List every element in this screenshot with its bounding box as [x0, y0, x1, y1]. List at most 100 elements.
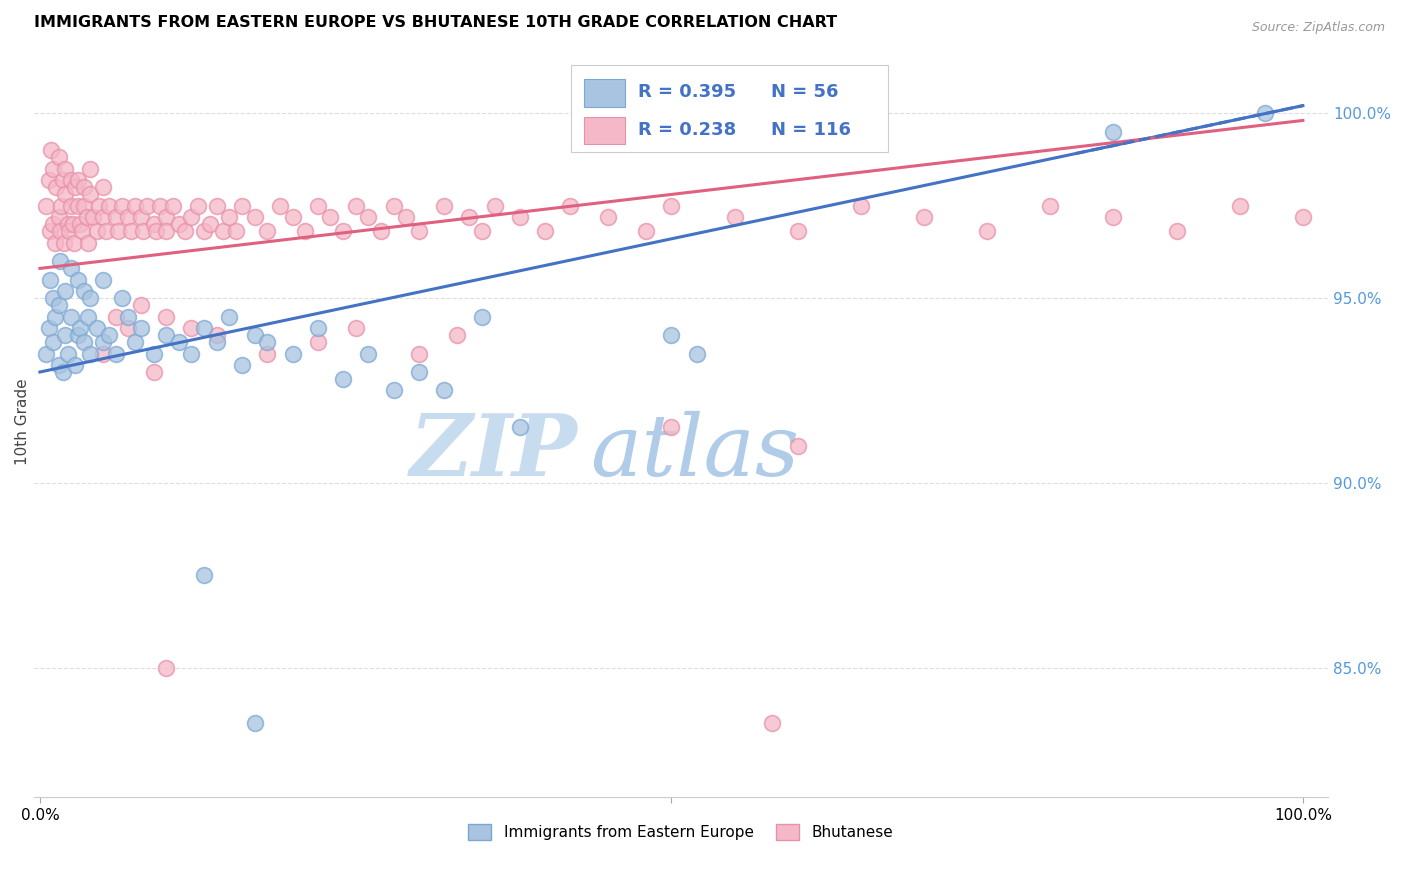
Point	[48, 210, 70, 224]
Point	[231, 198, 253, 212]
Point	[82, 210, 104, 224]
Point	[357, 210, 380, 224]
Point	[1166, 224, 1188, 238]
Point	[132, 224, 155, 238]
Point	[77, 310, 100, 324]
Point	[98, 328, 121, 343]
Point	[129, 320, 152, 334]
Point	[661, 328, 683, 343]
Point	[1102, 210, 1125, 224]
Point	[344, 320, 367, 334]
Point	[243, 716, 266, 731]
Point	[849, 198, 872, 212]
Point	[58, 224, 80, 238]
Point	[458, 210, 481, 224]
Point	[66, 172, 89, 186]
Point	[145, 224, 167, 238]
Point	[117, 210, 139, 224]
Point	[76, 210, 98, 224]
Point	[52, 365, 75, 379]
Point	[307, 198, 329, 212]
Point	[86, 224, 108, 238]
Point	[65, 358, 87, 372]
Point	[104, 346, 127, 360]
Point	[382, 198, 405, 212]
Text: N = 116: N = 116	[772, 120, 852, 139]
Point	[256, 346, 278, 360]
Point	[41, 335, 63, 350]
Point	[205, 198, 228, 212]
Point	[129, 298, 152, 312]
Point	[294, 224, 316, 238]
Point	[129, 210, 152, 224]
Legend: Immigrants from Eastern Europe, Bhutanese: Immigrants from Eastern Europe, Bhutanes…	[463, 818, 900, 847]
Point	[761, 716, 783, 731]
Point	[225, 224, 247, 238]
Point	[49, 224, 72, 238]
Point	[256, 224, 278, 238]
Point	[117, 310, 139, 324]
Point	[66, 198, 89, 212]
Point	[142, 346, 165, 360]
Point	[79, 346, 101, 360]
Point	[56, 346, 79, 360]
Point	[117, 320, 139, 334]
Point	[408, 224, 430, 238]
Point	[149, 198, 172, 212]
Point	[86, 320, 108, 334]
Point	[73, 284, 96, 298]
Point	[69, 217, 91, 231]
Point	[598, 210, 620, 224]
Point	[124, 335, 146, 350]
Point	[243, 328, 266, 343]
Point	[484, 198, 506, 212]
Point	[205, 328, 228, 343]
Point	[433, 198, 456, 212]
Point	[48, 358, 70, 372]
Point	[104, 310, 127, 324]
Point	[269, 198, 291, 212]
Text: ZIP: ZIP	[409, 410, 578, 494]
Point	[39, 143, 62, 157]
Point	[38, 172, 60, 186]
Point	[48, 150, 70, 164]
Text: atlas: atlas	[591, 410, 800, 493]
Point	[91, 210, 114, 224]
Point	[38, 320, 60, 334]
Point	[408, 346, 430, 360]
Point	[370, 224, 392, 238]
Point	[62, 217, 84, 231]
Point	[786, 224, 808, 238]
Point	[111, 291, 134, 305]
Point	[155, 210, 177, 224]
Point	[319, 210, 342, 224]
Point	[124, 198, 146, 212]
Point	[98, 198, 121, 212]
Point	[77, 235, 100, 250]
Point	[91, 335, 114, 350]
Point	[509, 210, 531, 224]
Point	[180, 320, 202, 334]
Point	[307, 335, 329, 350]
Point	[44, 310, 66, 324]
Point	[66, 272, 89, 286]
Point	[63, 235, 86, 250]
Point	[60, 172, 83, 186]
Point	[636, 224, 658, 238]
Point	[107, 224, 129, 238]
Point	[41, 291, 63, 305]
Point	[53, 187, 76, 202]
Point	[976, 224, 998, 238]
Text: R = 0.238: R = 0.238	[638, 120, 737, 139]
Point	[155, 661, 177, 675]
Point	[52, 172, 75, 186]
Point	[39, 272, 62, 286]
Point	[408, 365, 430, 379]
Point	[1039, 198, 1062, 212]
Point	[344, 198, 367, 212]
Point	[534, 224, 557, 238]
Point	[104, 210, 127, 224]
Point	[79, 187, 101, 202]
Point	[1102, 124, 1125, 138]
Point	[193, 224, 215, 238]
